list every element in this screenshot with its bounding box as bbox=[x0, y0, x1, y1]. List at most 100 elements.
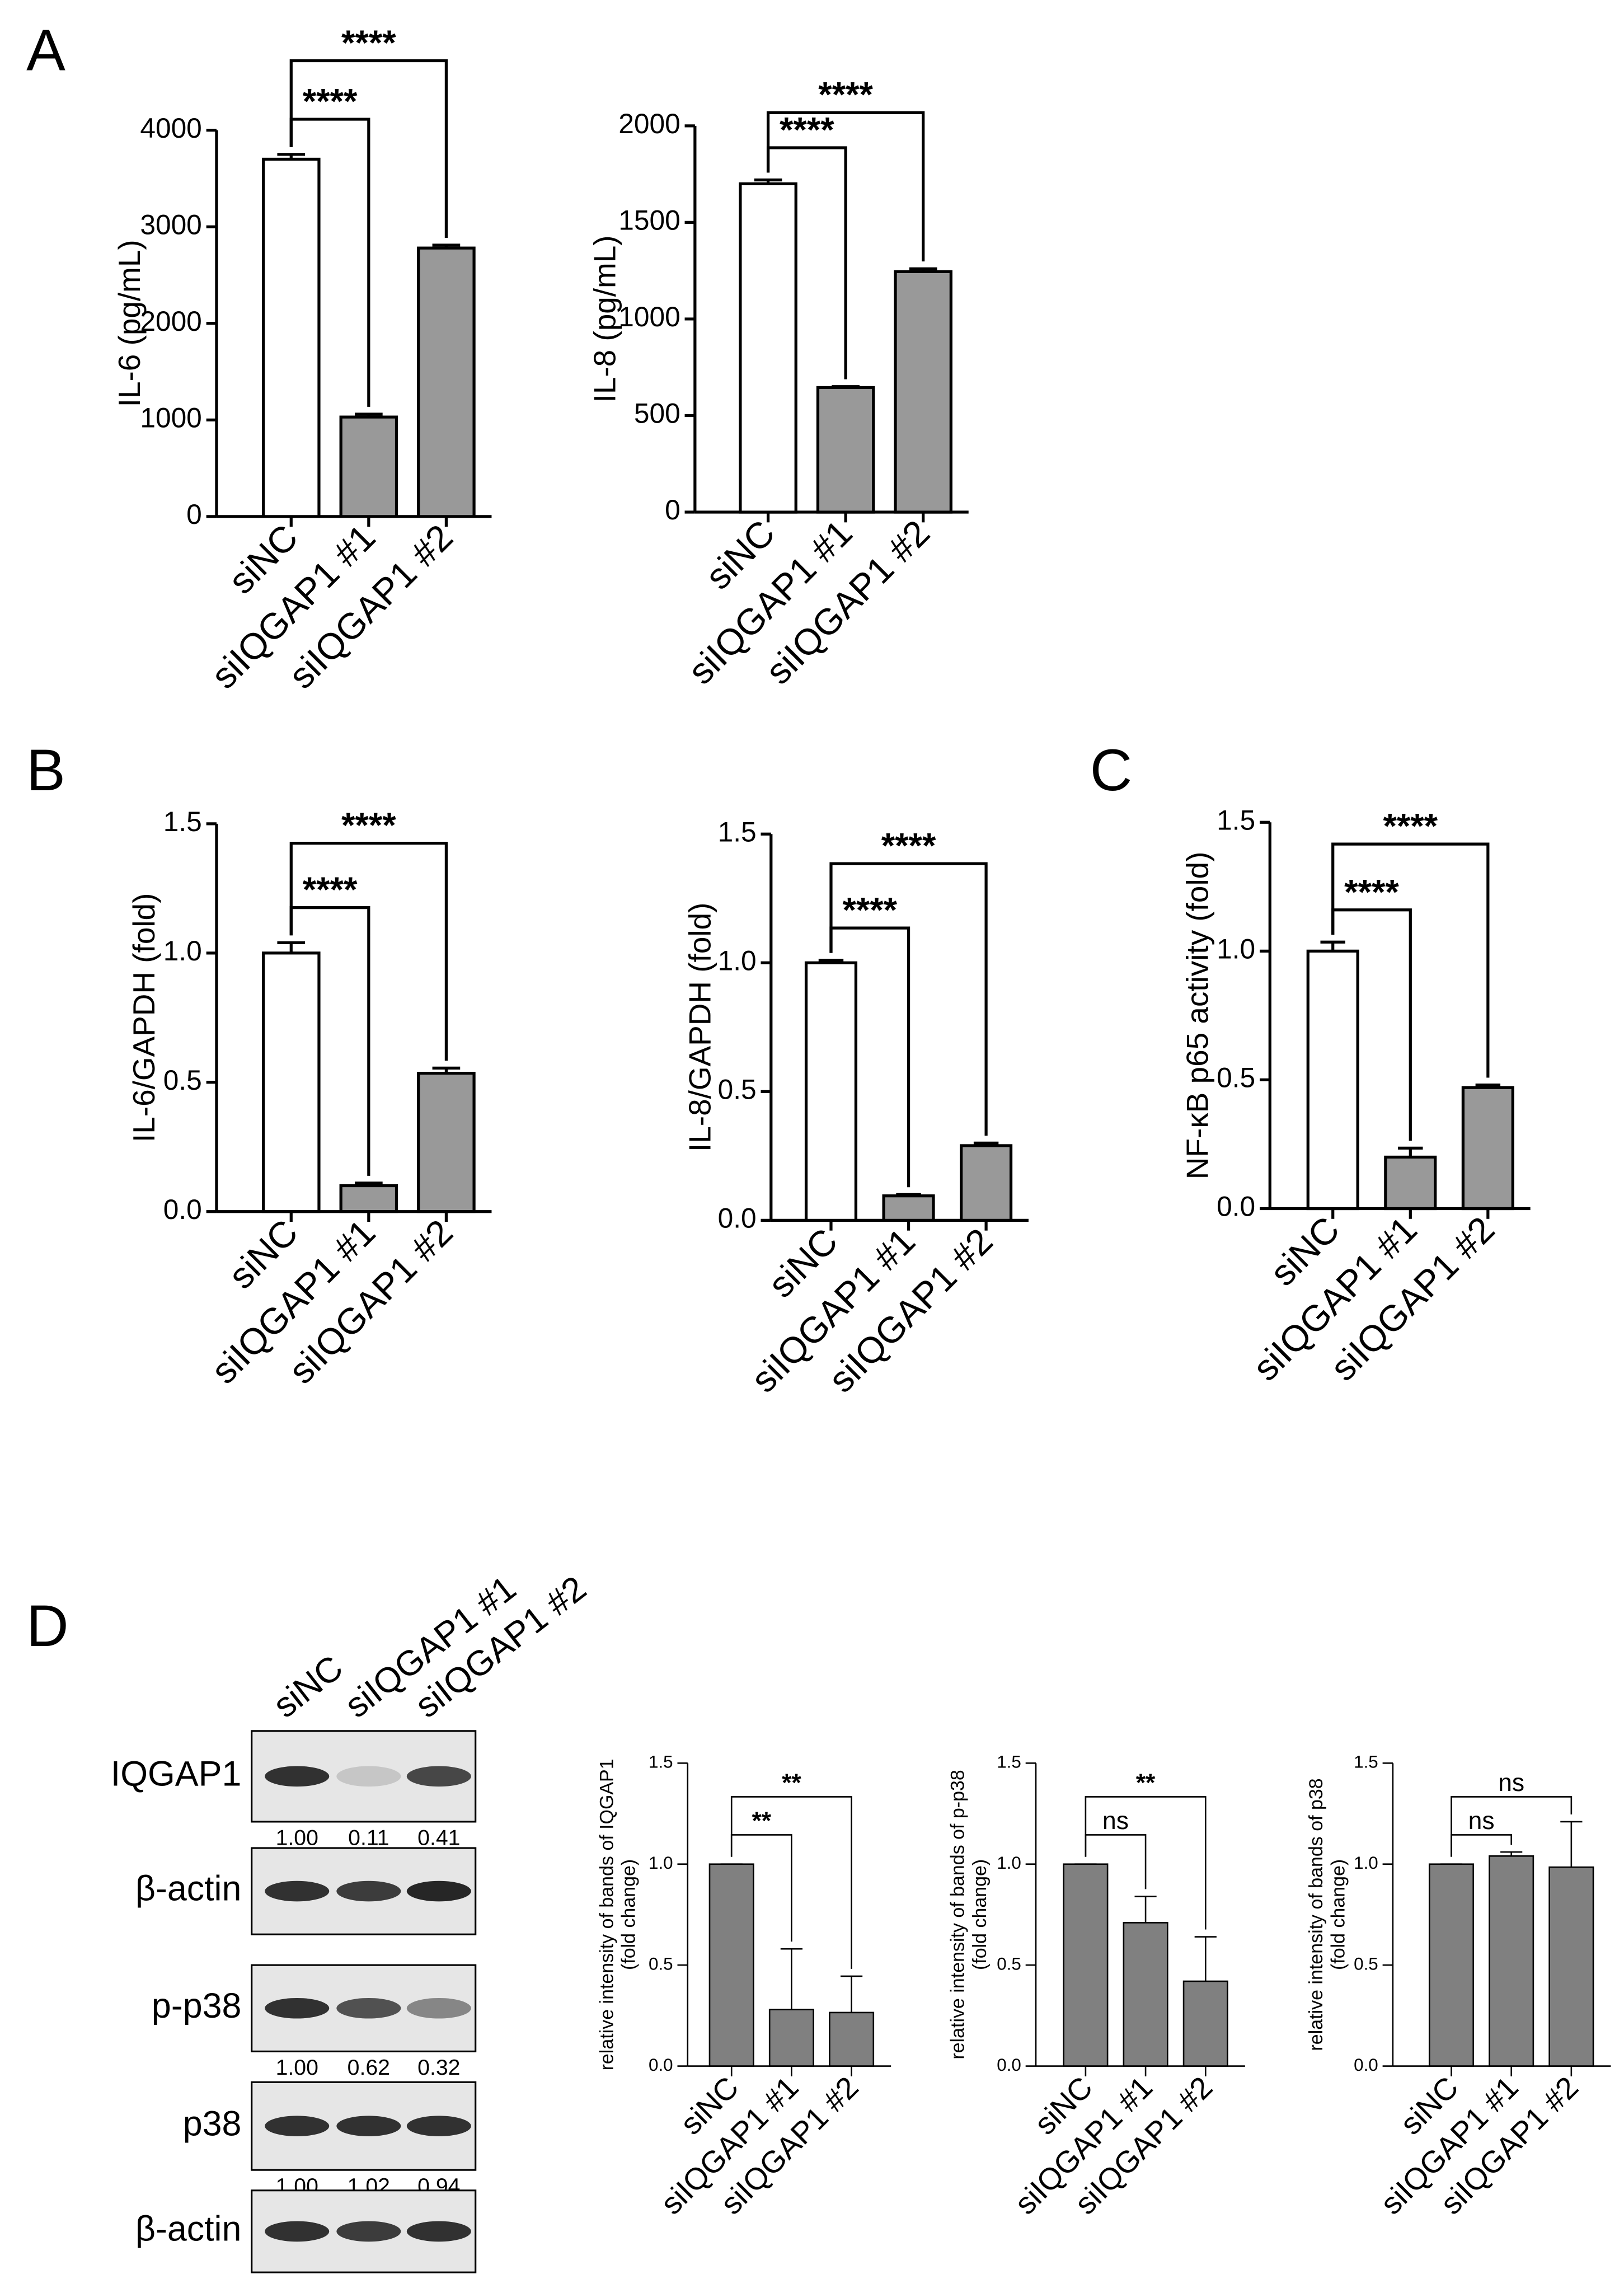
y-axis-label: IL-6 (pg/mL) bbox=[112, 240, 147, 407]
blot-row-label: p-p38 bbox=[152, 1986, 241, 2025]
bar bbox=[1548, 1866, 1594, 2067]
y-axis-label: NF-κB p65 activity (fold) bbox=[1180, 852, 1214, 1180]
bar bbox=[417, 1071, 476, 1213]
significance-label: ns bbox=[1102, 1807, 1129, 1835]
blot-band bbox=[265, 2221, 330, 2242]
y-tick-label: 500 bbox=[634, 398, 680, 429]
significance-label: ** bbox=[1136, 1769, 1156, 1797]
blot-quant: 0.41 bbox=[417, 1826, 460, 1850]
blot-band bbox=[265, 1881, 330, 1902]
y-tick-label: 0.0 bbox=[997, 2055, 1021, 2075]
blot-band bbox=[406, 2221, 471, 2242]
y-axis-label: relative intensity of bands of p-p38 bbox=[947, 1770, 969, 2059]
y-tick-label: 1.0 bbox=[1354, 1853, 1378, 1873]
bar bbox=[708, 1863, 754, 2067]
y-axis-label: (fold change) bbox=[969, 1859, 991, 1970]
y-tick-label: 0.5 bbox=[1354, 1954, 1378, 1973]
y-tick-label: 1.0 bbox=[718, 945, 757, 976]
y-tick-label: 1.5 bbox=[997, 1752, 1021, 1772]
significance-label: ** bbox=[782, 1769, 801, 1797]
y-tick-label: 1.5 bbox=[718, 816, 757, 847]
blot-row-label: β-actin bbox=[135, 2210, 242, 2249]
y-tick-label: 0.5 bbox=[997, 1954, 1021, 1973]
y-tick-label: 0.5 bbox=[163, 1065, 202, 1096]
y-tick-label: 1.5 bbox=[1217, 804, 1255, 836]
significance-label: **** bbox=[1344, 873, 1399, 912]
y-tick-label: 0.5 bbox=[718, 1073, 757, 1105]
y-tick-label: 1.0 bbox=[997, 1853, 1021, 1873]
significance-label: **** bbox=[341, 806, 396, 845]
y-tick-label: 0.0 bbox=[649, 2055, 673, 2075]
bar bbox=[804, 961, 858, 1222]
bar bbox=[739, 182, 797, 514]
panel-label: D bbox=[26, 1593, 69, 1659]
blot-row-label: p38 bbox=[183, 2104, 242, 2143]
y-tick-label: 1.0 bbox=[163, 935, 202, 967]
y-tick-label: 2000 bbox=[618, 108, 680, 139]
y-tick-label: 0.5 bbox=[649, 1954, 673, 1973]
bar bbox=[816, 386, 875, 514]
y-axis-label: IL-6/GAPDH (fold) bbox=[126, 893, 161, 1142]
blot-band bbox=[406, 1997, 471, 2019]
significance-label: **** bbox=[818, 76, 873, 115]
y-tick-label: 0.0 bbox=[1354, 2055, 1378, 2075]
panel-label: B bbox=[26, 738, 65, 803]
bar bbox=[339, 1184, 398, 1213]
y-tick-label: 1.0 bbox=[649, 1853, 673, 1873]
y-tick-label: 0.5 bbox=[1217, 1062, 1255, 1094]
bar bbox=[768, 2009, 814, 2067]
y-tick-label: 4000 bbox=[140, 112, 201, 144]
blot-quant: 0.62 bbox=[348, 2056, 390, 2080]
blot-band bbox=[265, 1766, 330, 1787]
y-tick-label: 0.0 bbox=[163, 1194, 202, 1225]
blot-row-label: β-actin bbox=[135, 1869, 242, 1909]
blot-band bbox=[265, 2116, 330, 2136]
y-tick-label: 1500 bbox=[618, 205, 680, 236]
blot-quant: 0.11 bbox=[348, 1826, 389, 1850]
significance-bracket bbox=[289, 59, 448, 238]
y-tick-label: 0.0 bbox=[1217, 1191, 1255, 1222]
blot-band bbox=[336, 1766, 401, 1787]
significance-bracket bbox=[766, 111, 925, 262]
bar bbox=[417, 246, 476, 518]
significance-label: ** bbox=[752, 1807, 772, 1835]
blot-band bbox=[336, 2116, 401, 2136]
panel-label: C bbox=[1090, 738, 1133, 803]
significance-bracket bbox=[1451, 1796, 1573, 1857]
y-axis-label: IL-8 (pg/mL) bbox=[587, 235, 622, 402]
bar bbox=[882, 1194, 935, 1222]
significance-bracket bbox=[1085, 1796, 1207, 1930]
y-tick-label: 1.5 bbox=[1354, 1752, 1378, 1772]
bar bbox=[1306, 949, 1359, 1211]
significance-bracket bbox=[1331, 842, 1490, 1078]
significance-label: **** bbox=[881, 827, 936, 866]
lane-label: siNC bbox=[266, 1648, 350, 1725]
blot-row-label: IQGAP1 bbox=[111, 1754, 242, 1793]
bar bbox=[829, 2011, 875, 2067]
y-tick-label: 1.5 bbox=[163, 806, 202, 837]
y-axis-label: (fold change) bbox=[1327, 1859, 1349, 1970]
blot-band bbox=[336, 1881, 401, 1902]
panel-label: A bbox=[26, 17, 65, 83]
bar bbox=[960, 1144, 1013, 1222]
blot-quant: 1.00 bbox=[276, 1826, 318, 1850]
significance-bracket bbox=[730, 1796, 852, 1969]
y-tick-label: 0 bbox=[665, 494, 680, 526]
y-tick-label: 3000 bbox=[140, 209, 201, 240]
significance-bracket bbox=[1451, 1834, 1512, 1857]
significance-label: **** bbox=[303, 870, 358, 909]
y-axis-label: relative intensity of bands of p38 bbox=[1306, 1778, 1327, 2051]
bar bbox=[1063, 1863, 1109, 2067]
significance-label: **** bbox=[303, 82, 358, 121]
significance-bracket bbox=[289, 841, 448, 1061]
blot-band bbox=[406, 1881, 471, 1902]
significance-label: **** bbox=[1383, 807, 1438, 846]
y-tick-label: 1.0 bbox=[1217, 933, 1255, 964]
bar bbox=[261, 951, 321, 1213]
bar bbox=[1428, 1863, 1475, 2067]
significance-label: **** bbox=[780, 110, 834, 149]
significance-label: ns bbox=[1498, 1769, 1524, 1797]
blot-band bbox=[406, 2116, 471, 2136]
